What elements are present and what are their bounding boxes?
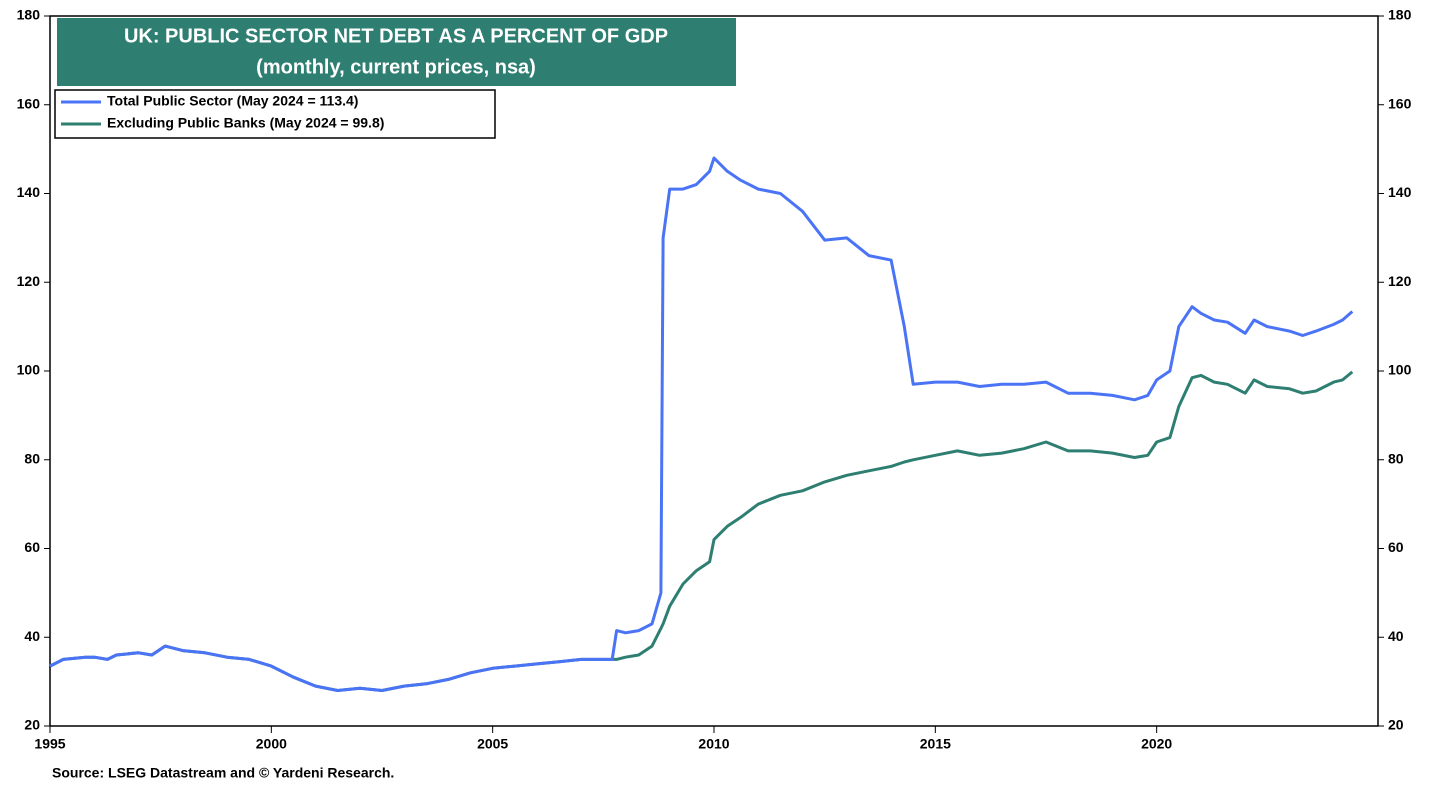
x-tick-label: 2015 [920, 736, 951, 752]
y2-tick-label: 100 [1388, 362, 1412, 378]
y2-tick-label: 60 [1388, 539, 1404, 555]
chart-subtitle: (monthly, current prices, nsa) [256, 56, 536, 78]
y-tick-label: 40 [24, 628, 40, 644]
x-tick-label: 2010 [698, 736, 729, 752]
y-tick-label: 80 [24, 450, 40, 466]
y2-tick-label: 40 [1388, 628, 1404, 644]
y2-tick-label: 140 [1388, 184, 1412, 200]
x-tick-label: 2005 [477, 736, 508, 752]
title-box [57, 18, 736, 86]
y-tick-label: 100 [17, 362, 41, 378]
chart-title: UK: PUBLIC SECTOR NET DEBT AS A PERCENT … [124, 25, 668, 47]
x-tick-label: 2020 [1141, 736, 1172, 752]
y-tick-label: 120 [17, 273, 41, 289]
y2-tick-label: 160 [1388, 95, 1412, 111]
y2-tick-label: 180 [1388, 7, 1412, 23]
legend-label: Excluding Public Banks (May 2024 = 99.8) [107, 115, 384, 131]
y-tick-label: 140 [17, 184, 41, 200]
x-tick-label: 1995 [34, 736, 65, 752]
y-tick-label: 20 [24, 717, 40, 733]
source-note: Source: LSEG Datastream and © Yardeni Re… [52, 765, 394, 781]
y-tick-label: 160 [17, 95, 41, 111]
legend-box [54, 89, 496, 139]
series-line [49, 156, 1354, 692]
x-tick-label: 2000 [256, 736, 287, 752]
legend-label: Total Public Sector (May 2024 = 113.4) [107, 93, 358, 109]
y-tick-label: 180 [17, 7, 41, 23]
y2-tick-label: 80 [1388, 450, 1404, 466]
y-tick-label: 60 [24, 539, 40, 555]
y2-tick-label: 120 [1388, 273, 1412, 289]
series-line [49, 370, 1354, 692]
y2-tick-label: 20 [1388, 717, 1404, 733]
